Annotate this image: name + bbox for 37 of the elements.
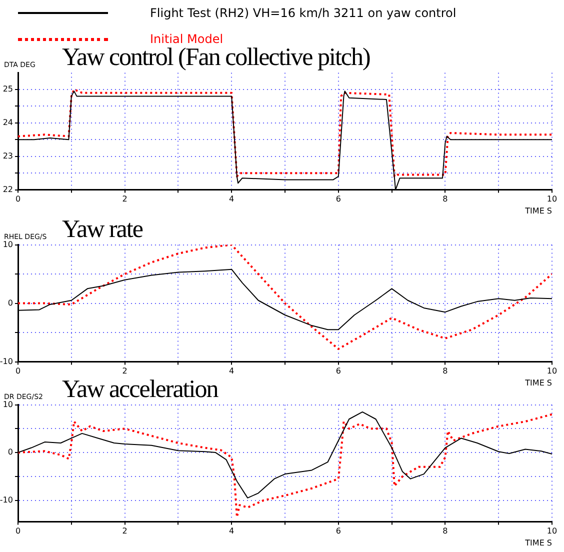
y-tick-label: 23: [2, 151, 13, 160]
x-tick-label: 8: [442, 366, 448, 376]
x-tick-label: 8: [442, 194, 448, 204]
x-tick-label: 4: [229, 194, 234, 204]
y-tick-label: 10: [2, 400, 13, 409]
x-tick-label: 0: [15, 526, 21, 536]
text: Initial Model: [150, 32, 224, 46]
x-tick-label: 6: [336, 194, 341, 204]
x-tick-label: 2: [122, 526, 128, 536]
x-tick-label: 10: [546, 526, 558, 536]
x-axis-title: TIME S: [524, 378, 552, 388]
x-tick-label: 2: [122, 194, 128, 204]
chart-title: Yaw control (Fan collective pitch): [62, 44, 370, 72]
x-axis-title: TIME S: [524, 206, 552, 216]
y-tick-label: 24: [2, 118, 13, 128]
y-tick-label: 10: [2, 240, 13, 249]
x-tick-label: 4: [229, 526, 234, 536]
x-tick-label: 6: [336, 526, 341, 536]
x-tick-label: 6: [336, 366, 341, 376]
x-tick-label: 0: [15, 366, 21, 376]
y-tick-label: 25: [2, 84, 13, 94]
y-tick-label: 22: [2, 184, 13, 194]
y-tick-label: 0: [8, 448, 13, 457]
x-tick-label: 4: [229, 366, 234, 376]
x-tick-label: 10: [546, 194, 558, 204]
y-tick-label: -10: [0, 356, 13, 366]
x-tick-label: 0: [15, 194, 21, 204]
x-tick-label: 10: [546, 366, 558, 376]
y-tick-label: 0: [8, 298, 13, 308]
chart-title: Yaw acceleration: [62, 376, 218, 404]
text: Flight Test (RH2) VH=16 km/h 3211 on yaw control: [150, 6, 456, 20]
y-tick-label: -10: [0, 495, 13, 504]
chart-title: Yaw rate: [62, 216, 142, 244]
x-axis-title: TIME S: [524, 538, 552, 548]
line-series: [18, 413, 552, 518]
x-tick-label: 8: [442, 526, 448, 536]
x-tick-label: 2: [122, 366, 128, 376]
